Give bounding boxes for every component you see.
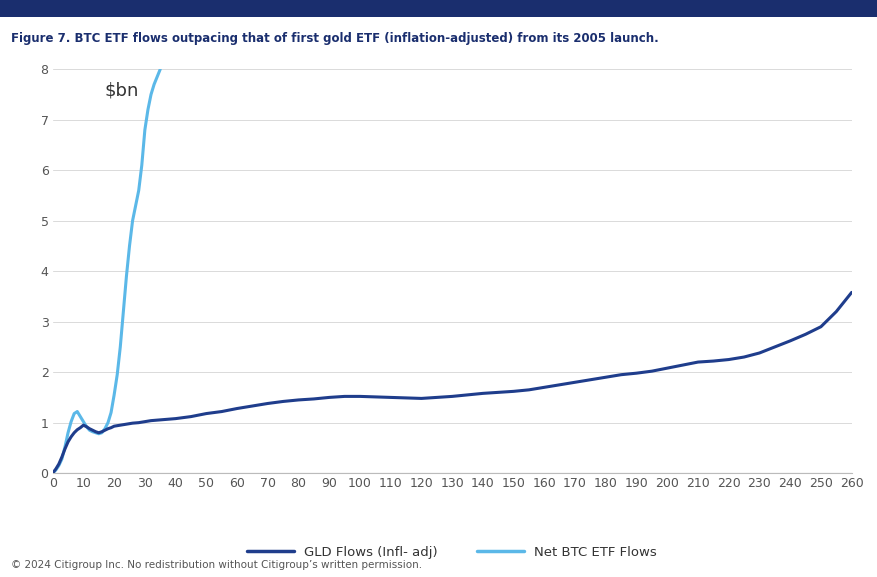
- Net BTC ETF Flows: [88, 428, 98, 435]
- Net BTC ETF Flows: [121, 273, 132, 280]
- Net BTC ETF Flows: [75, 413, 86, 420]
- Text: $bn: $bn: [104, 81, 139, 99]
- Net BTC ETF Flows: [146, 91, 156, 98]
- Net BTC ETF Flows: [142, 106, 153, 113]
- Net BTC ETF Flows: [84, 427, 95, 434]
- Net BTC ETF Flows: [131, 202, 141, 209]
- GLD Flows (Infl- adj): [845, 289, 856, 296]
- Net BTC ETF Flows: [125, 242, 135, 249]
- Net BTC ETF Flows: [53, 462, 64, 469]
- Line: GLD Flows (Infl- adj): GLD Flows (Infl- adj): [53, 293, 851, 473]
- Net BTC ETF Flows: [68, 410, 80, 417]
- Net BTC ETF Flows: [154, 66, 165, 73]
- Legend: GLD Flows (Infl- adj), Net BTC ETF Flows: GLD Flows (Infl- adj), Net BTC ETF Flows: [242, 540, 661, 564]
- GLD Flows (Infl- adj): [723, 356, 733, 363]
- Net BTC ETF Flows: [118, 308, 129, 315]
- Net BTC ETF Flows: [60, 443, 70, 450]
- GLD Flows (Infl- adj): [66, 433, 76, 440]
- Net BTC ETF Flows: [81, 423, 92, 430]
- Net BTC ETF Flows: [139, 126, 150, 133]
- Net BTC ETF Flows: [63, 429, 74, 436]
- Net BTC ETF Flows: [152, 73, 162, 80]
- Net BTC ETF Flows: [47, 470, 58, 477]
- GLD Flows (Infl- adj): [569, 379, 580, 385]
- Net BTC ETF Flows: [103, 419, 113, 426]
- Net BTC ETF Flows: [72, 408, 82, 415]
- Text: Figure 7. BTC ETF flows outpacing that of first gold ETF (inflation-adjusted) fr: Figure 7. BTC ETF flows outpacing that o…: [11, 32, 658, 45]
- Net BTC ETF Flows: [115, 343, 125, 350]
- GLD Flows (Infl- adj): [616, 371, 626, 378]
- Net BTC ETF Flows: [127, 218, 138, 224]
- GLD Flows (Infl- adj): [47, 470, 58, 477]
- Net BTC ETF Flows: [51, 467, 61, 474]
- Net BTC ETF Flows: [100, 425, 111, 432]
- Net BTC ETF Flows: [93, 430, 104, 437]
- Net BTC ETF Flows: [105, 409, 116, 416]
- Net BTC ETF Flows: [96, 429, 107, 436]
- Line: Net BTC ETF Flows: Net BTC ETF Flows: [53, 69, 160, 473]
- GLD Flows (Infl- adj): [645, 368, 656, 374]
- GLD Flows (Infl- adj): [600, 374, 610, 381]
- Text: © 2024 Citigroup Inc. No redistribution without Citigroup’s written permission.: © 2024 Citigroup Inc. No redistribution …: [11, 560, 421, 570]
- Net BTC ETF Flows: [90, 429, 101, 436]
- Net BTC ETF Flows: [149, 81, 160, 88]
- Net BTC ETF Flows: [56, 456, 68, 463]
- Net BTC ETF Flows: [109, 391, 119, 398]
- Net BTC ETF Flows: [66, 418, 76, 425]
- Net BTC ETF Flows: [133, 187, 144, 194]
- Net BTC ETF Flows: [78, 418, 89, 425]
- Net BTC ETF Flows: [137, 162, 147, 168]
- Net BTC ETF Flows: [112, 371, 123, 378]
